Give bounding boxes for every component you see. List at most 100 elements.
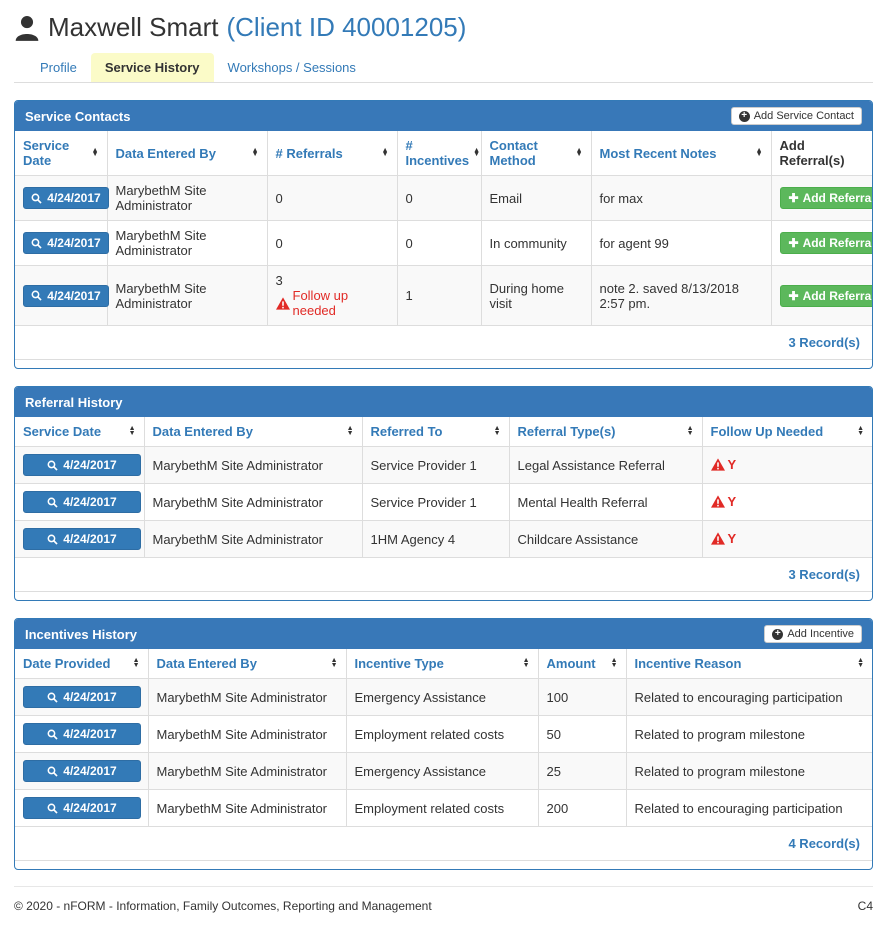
add-referral-label: Add Referral	[802, 236, 873, 250]
view-incentive-button[interactable]: 4/24/2017	[23, 760, 141, 782]
follow-up-alert: Follow up needed	[275, 288, 389, 318]
col-incentive-reason[interactable]: Incentive Reason	[625, 649, 872, 679]
sort-arrows-icon[interactable]	[857, 659, 864, 668]
add-referral-button[interactable]: ✚ Add Referral	[779, 284, 873, 307]
entered-by-cell: MarybethM Site Administrator	[143, 446, 362, 484]
warning-triangle-icon	[710, 531, 725, 545]
sort-arrows-icon[interactable]	[473, 149, 480, 158]
sort-arrows-icon[interactable]	[382, 149, 389, 158]
table-row: 4/24/2017 MarybethM Site Administrator E…	[15, 715, 872, 753]
date-provided: 4/24/2017	[63, 727, 117, 741]
tab-workshops-sessions[interactable]: Workshops / Sessions	[227, 60, 356, 75]
add-referral-label: Add Referral	[802, 191, 873, 205]
panel-title: Incentives History	[25, 626, 137, 642]
reason-cell: Related to program milestone	[625, 752, 872, 790]
add-service-contact-button[interactable]: Add Service Contact	[730, 107, 862, 125]
view-referral-button[interactable]: 4/24/2017	[23, 491, 141, 513]
incentives-cell: 1	[396, 265, 481, 326]
sort-arrows-icon[interactable]	[331, 659, 338, 668]
plus-icon: ✚	[788, 288, 799, 303]
panel-padding	[15, 592, 872, 600]
col-date-provided[interactable]: Date Provided	[15, 649, 148, 679]
sort-arrows-icon[interactable]	[687, 427, 694, 436]
sort-arrows-icon[interactable]	[611, 659, 618, 668]
service-date: 4/24/2017	[47, 288, 101, 303]
sort-arrows-icon[interactable]	[523, 659, 530, 668]
table-row: 4/24/2017 MarybethM Site Administrator E…	[15, 789, 872, 827]
search-icon	[47, 766, 58, 777]
follow-up-flag: Y	[727, 530, 737, 546]
view-incentive-button[interactable]: 4/24/2017	[23, 686, 141, 708]
entered-by-cell: MarybethM Site Administrator	[147, 752, 346, 790]
sort-arrows-icon[interactable]	[252, 149, 259, 158]
sort-arrows-icon[interactable]	[756, 149, 763, 158]
record-count: 3 Record(s)	[15, 558, 872, 592]
follow-up-flag: Y	[727, 456, 737, 472]
table-row: 4/24/2017 MarybethM Site Administrator 1…	[15, 520, 872, 558]
tab-profile[interactable]: Profile	[40, 60, 77, 75]
col-most-recent-notes[interactable]: Most Recent Notes	[590, 131, 771, 176]
view-service-contact-button[interactable]: 4/24/2017	[23, 232, 109, 254]
view-service-contact-button[interactable]: 4/24/2017	[23, 284, 109, 307]
col-num-incentives[interactable]: # Incentives	[396, 131, 481, 176]
col-amount[interactable]: Amount	[537, 649, 626, 679]
col-data-entered-by[interactable]: Data Entered By	[106, 131, 267, 176]
plus-icon: ✚	[788, 191, 799, 205]
view-referral-button[interactable]: 4/24/2017	[23, 528, 141, 550]
view-referral-button[interactable]: 4/24/2017	[23, 454, 141, 476]
table-row: 4/24/2017 MarybethM Site Administrator S…	[15, 483, 872, 521]
col-service-date[interactable]: Service Date	[15, 417, 144, 447]
sort-arrows-icon[interactable]	[133, 659, 140, 668]
col-data-entered-by[interactable]: Data Entered By	[147, 649, 346, 679]
panel-title: Referral History	[25, 394, 123, 410]
view-incentive-button[interactable]: 4/24/2017	[23, 797, 141, 819]
search-icon	[47, 534, 58, 545]
add-referral-button[interactable]: ✚ Add Referral	[779, 187, 873, 209]
sort-arrows-icon[interactable]	[494, 427, 501, 436]
sort-arrows-icon[interactable]	[576, 149, 583, 158]
service-date: 4/24/2017	[63, 458, 117, 472]
col-num-referrals[interactable]: # Referrals	[266, 131, 397, 176]
user-icon	[14, 14, 40, 42]
col-incentive-type[interactable]: Incentive Type	[345, 649, 538, 679]
view-incentive-button[interactable]: 4/24/2017	[23, 723, 141, 745]
col-referral-types[interactable]: Referral Type(s)	[508, 417, 702, 447]
warning-triangle-icon	[275, 296, 290, 310]
site-footer: © 2020 - nFORM - Information, Family Out…	[14, 886, 873, 925]
entered-by-cell: MarybethM Site Administrator	[147, 678, 346, 716]
view-service-contact-button[interactable]: 4/24/2017	[23, 187, 109, 209]
contact-method-cell: During home visit	[480, 265, 591, 326]
notes-cell: for agent 99	[590, 220, 771, 266]
incentive-type-cell: Employment related costs	[345, 715, 538, 753]
sort-arrows-icon[interactable]	[92, 149, 99, 158]
add-incentive-button[interactable]: Add Incentive	[764, 625, 862, 643]
notes-cell: for max	[590, 175, 771, 221]
column-label: Date Provided	[23, 656, 111, 671]
referral-count: 3	[275, 273, 283, 288]
tab-service-history[interactable]: Service History	[90, 53, 214, 82]
referral-history-table: Service Date Data Entered By Referred To…	[15, 417, 872, 558]
panel-padding	[15, 861, 872, 869]
col-follow-up-needed[interactable]: Follow Up Needed	[701, 417, 872, 447]
add-referral-label: Add Referral	[802, 288, 873, 303]
column-label: Incentive Reason	[634, 656, 742, 671]
add-referral-button[interactable]: ✚ Add Referral	[779, 232, 873, 254]
sort-arrows-icon[interactable]	[129, 427, 136, 436]
column-label: Data Entered By	[152, 424, 253, 439]
col-data-entered-by[interactable]: Data Entered By	[143, 417, 362, 447]
page-code: C4	[857, 899, 873, 913]
table-row: 4/24/2017 MarybethM Site Administrator 0…	[15, 220, 873, 266]
col-contact-method[interactable]: Contact Method	[480, 131, 591, 176]
contact-method-cell: In community	[480, 220, 591, 266]
column-label: Referral Type(s)	[517, 424, 616, 439]
col-service-date[interactable]: Service Date	[15, 131, 107, 176]
amount-cell: 200	[537, 789, 626, 827]
plus-circle-icon	[738, 110, 750, 122]
sort-arrows-icon[interactable]	[857, 427, 864, 436]
column-label: # Referrals	[275, 145, 343, 161]
col-referred-to[interactable]: Referred To	[361, 417, 509, 447]
sort-arrows-icon[interactable]	[347, 427, 354, 436]
service-date: 4/24/2017	[63, 495, 117, 509]
table-row: 4/24/2017 MarybethM Site Administrator S…	[15, 446, 872, 484]
reason-cell: Related to encouraging participation	[625, 789, 872, 827]
